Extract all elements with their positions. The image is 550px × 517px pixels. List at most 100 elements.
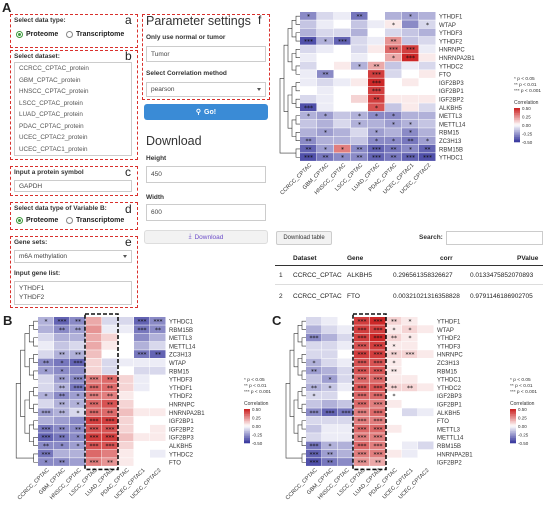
go-button[interactable]: ⚲ Go!	[144, 104, 268, 120]
dataset-option[interactable]: LSCC_CPTAC_protein	[19, 99, 83, 107]
significance-mark: ***	[338, 38, 347, 45]
gene-sets-box	[10, 236, 138, 308]
heatmap-cell	[102, 317, 118, 325]
heatmap-cell	[118, 366, 134, 375]
heatmap-cell	[150, 350, 166, 358]
heatmap-cell	[334, 78, 351, 87]
legend-swatch	[514, 118, 520, 121]
height-label: Height	[146, 155, 167, 162]
significance-mark: *	[375, 105, 378, 112]
dendrogram-branch	[279, 78, 296, 154]
tumor-input[interactable]: Tumor	[146, 46, 266, 62]
dataset-listbox[interactable]: CCRCC_CPTAC_protein GBM_CPTAC_protein HNSC…	[14, 62, 132, 156]
heatmap-cell	[70, 433, 86, 441]
heatmap-cell	[334, 153, 351, 161]
significance-mark: **	[59, 426, 65, 433]
heatmap-cell	[402, 28, 419, 37]
data-type-proteome-radio[interactable]: Proteome	[16, 31, 58, 38]
dataset-option[interactable]: UCEC_CPTAC2_protein	[19, 134, 88, 141]
significance-mark: ***	[374, 443, 383, 450]
method-select[interactable]: pearson	[146, 82, 266, 97]
significance-mark: *	[358, 121, 361, 128]
legend-swatch	[510, 412, 516, 415]
heatmap-cell	[402, 375, 418, 383]
heatmap-cell	[402, 400, 418, 408]
gene-label: HNRNPC	[169, 402, 195, 408]
height-input[interactable]: 450	[146, 166, 266, 183]
significance-mark: ***	[372, 72, 381, 79]
heatmap-cell	[118, 375, 134, 383]
dendrogram-branch	[33, 387, 38, 397]
heatmap-cell	[402, 86, 419, 95]
search-input[interactable]	[446, 231, 543, 245]
legend-swatch	[510, 429, 516, 432]
significance-mark: **	[59, 435, 65, 442]
gene-label: YTHDF1	[437, 319, 461, 325]
heatmap-cell	[300, 86, 317, 95]
heatmap-cell	[385, 95, 402, 103]
legend-swatch	[510, 410, 516, 413]
heatmap-cell	[385, 119, 402, 128]
significance-mark: ***	[358, 418, 367, 425]
heatmap-cell	[419, 136, 436, 145]
dataset-option[interactable]: CCRCC_CPTAC_protein	[19, 65, 89, 72]
box-letter-c: c	[125, 165, 131, 179]
heatmap-cell	[386, 375, 402, 383]
heatmap-cell	[386, 441, 402, 450]
heatmap-b: * *** ** *** *** YTHDC1** ** *** ** RBM15BMETTL3M…	[15, 313, 271, 501]
significance-mark: ***	[374, 401, 383, 408]
heatmap-cell	[418, 383, 434, 392]
heatmap-cell	[354, 317, 370, 325]
heatmap-cell	[385, 12, 402, 20]
dataset-option[interactable]: GBM_CPTAC_protein	[19, 76, 81, 84]
variable-b-transcriptome-radio[interactable]: Transcriptome	[66, 217, 124, 224]
significance-mark: ***	[90, 435, 99, 442]
heatmap-cell	[70, 458, 86, 466]
variable-b-proteome-radio[interactable]: Proteome	[16, 217, 58, 224]
heatmap-cell	[317, 70, 334, 78]
significance-mark: ***	[374, 385, 383, 392]
heatmap-cell	[322, 350, 338, 358]
heatmap-cell	[317, 20, 334, 29]
legend-swatch	[244, 412, 250, 415]
heatmap-cell	[300, 20, 317, 29]
significance-mark: **	[43, 443, 49, 450]
gene-sets-select[interactable]: m6A methylation	[14, 250, 132, 263]
dataset-option[interactable]: UCEC_CPTAC1_protein	[19, 145, 88, 153]
gene-label: WTAP	[439, 23, 456, 29]
legend-tick: 0.25	[252, 416, 261, 421]
heatmap-cell	[351, 12, 368, 20]
gene-list-textarea[interactable]: YTHDF1 YTHDF2	[14, 281, 132, 305]
heatmap-cell	[385, 70, 402, 78]
significance-mark: ***	[358, 318, 367, 325]
heatmap-cell	[386, 317, 402, 325]
significance-mark: ***	[374, 343, 383, 350]
heatmap-cell	[370, 449, 386, 458]
legend-tick: -0.50	[252, 441, 263, 446]
data-type-transcriptome-radio[interactable]: Transcriptome	[66, 31, 124, 38]
significance-mark: ***	[310, 443, 319, 450]
heatmap-cell	[354, 366, 370, 375]
gene-sets-label: Gene sets:	[14, 239, 48, 246]
protein-symbol-input[interactable]: GAPDH	[14, 180, 132, 192]
download-plot-button[interactable]: ⤓ Download	[144, 230, 268, 244]
width-input[interactable]: 600	[146, 204, 266, 221]
heatmap-cell	[402, 433, 418, 441]
heatmap-cell	[54, 424, 70, 433]
dataset-option[interactable]: PDAC_CPTAC_protein	[19, 122, 84, 130]
significance-mark: ***	[90, 377, 99, 384]
dataset-option[interactable]: LUAD_CPTAC_protein	[19, 111, 83, 118]
significance-mark: *	[324, 146, 327, 153]
legend-swatch	[510, 409, 516, 411]
significance-mark: **	[59, 327, 65, 334]
legend-swatch	[514, 121, 520, 124]
heatmap-cell	[300, 144, 317, 153]
heatmap-cell	[306, 325, 322, 334]
dendrogram-branch	[301, 387, 306, 397]
heatmap-cell	[70, 317, 86, 325]
heatmap-cell	[118, 441, 134, 450]
significance-mark: ***	[106, 435, 115, 442]
dataset-option[interactable]: HNSCC_CPTAC_protein	[19, 88, 89, 95]
heatmap-cell	[368, 61, 385, 70]
download-table-button[interactable]: Download table	[276, 231, 332, 245]
